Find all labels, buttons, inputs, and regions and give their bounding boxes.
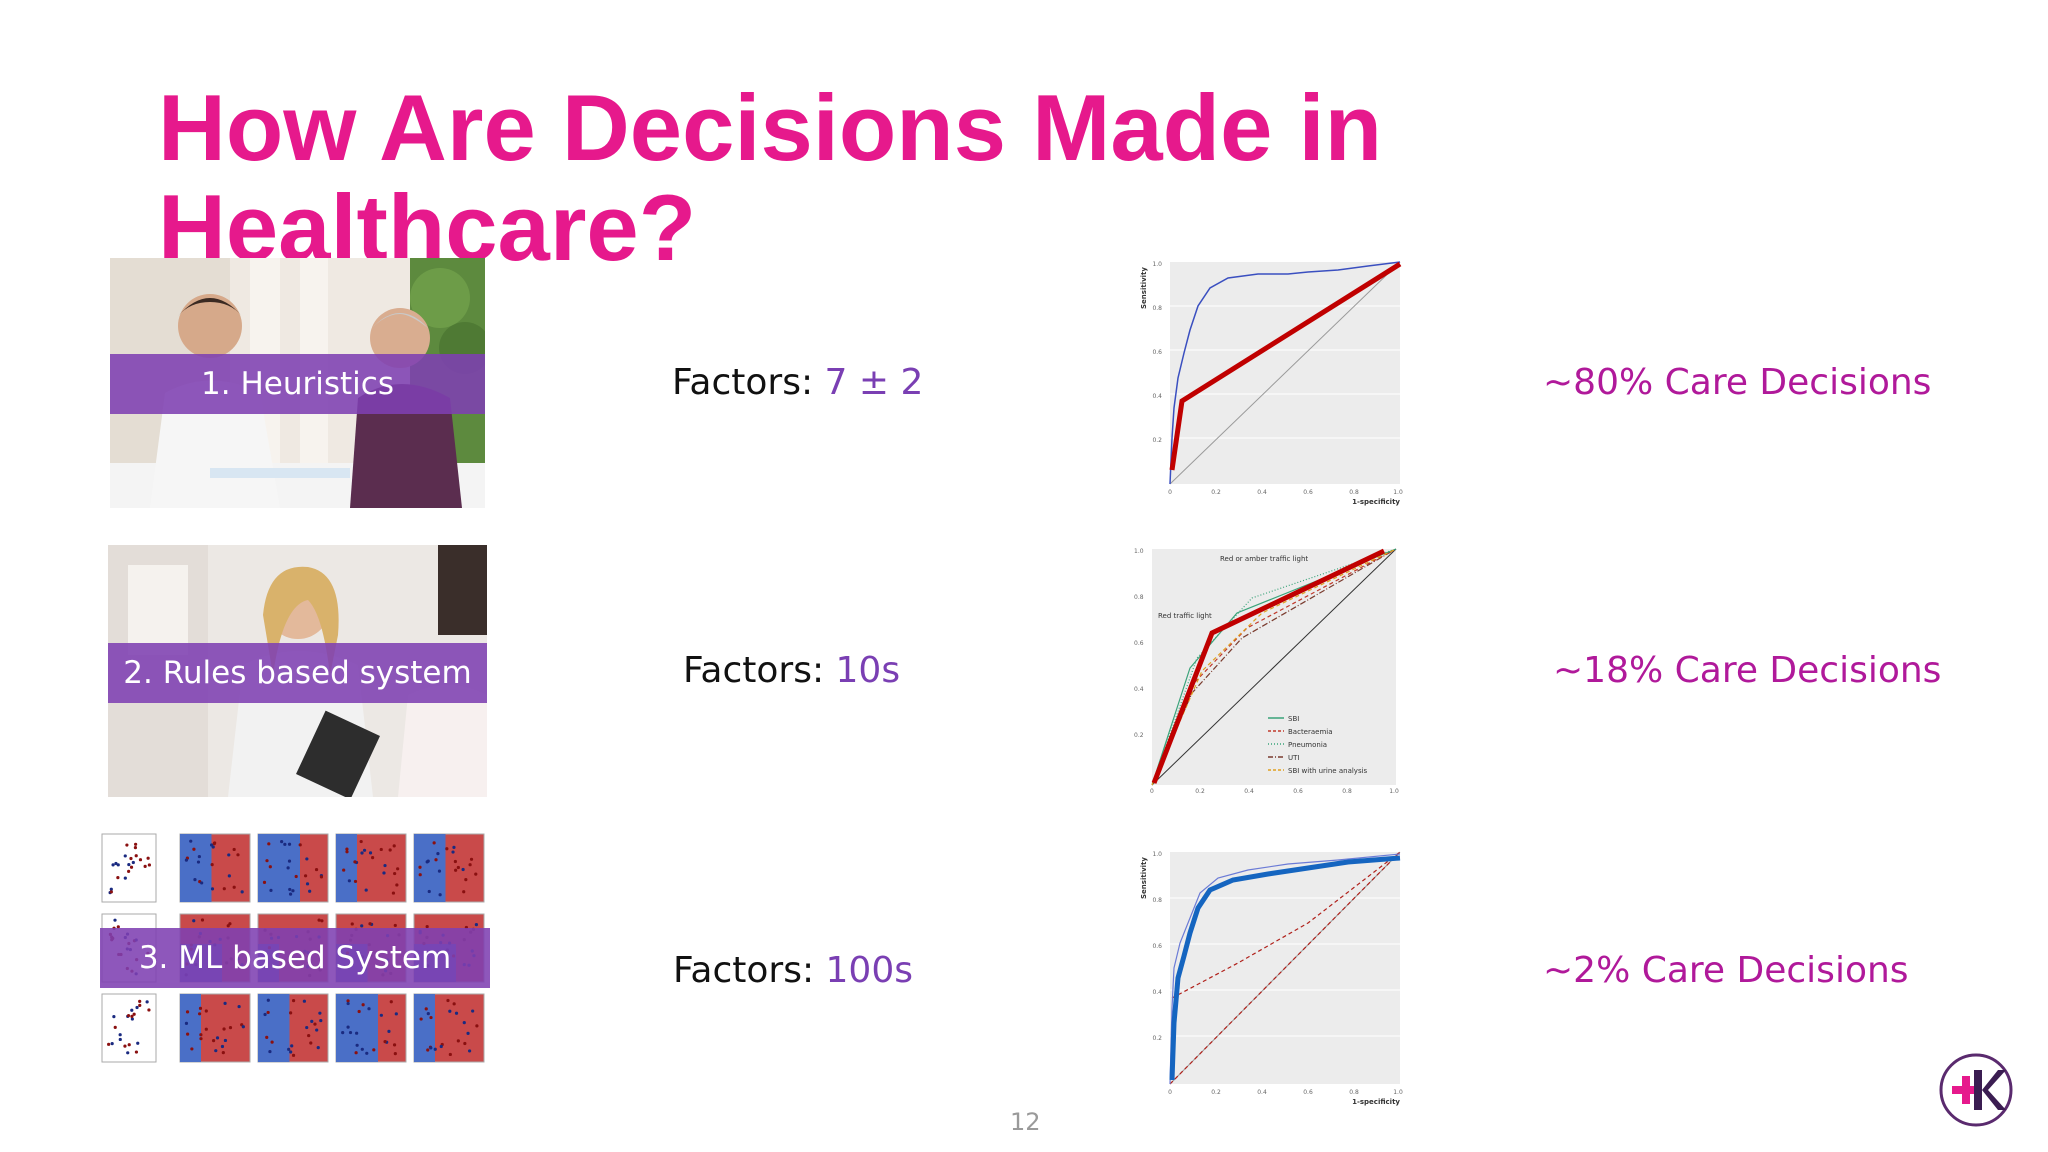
roc-xlabel: 1-specificity xyxy=(1352,498,1400,506)
roc-ytick: 0.8 xyxy=(1152,305,1162,312)
page-number: 12 xyxy=(1010,1108,1041,1136)
roc-chart-rules: Red or amber traffic light Red traffic l… xyxy=(1132,543,1406,799)
roc-xtick: 0.2 xyxy=(1211,1089,1221,1096)
roc-xtick: 0.2 xyxy=(1211,489,1221,496)
roc-xtick: 0.8 xyxy=(1342,788,1352,795)
roc-xtick: 0.4 xyxy=(1257,489,1267,496)
roc-xtick: 1.0 xyxy=(1393,1089,1403,1096)
row-2-label: 2. Rules based system xyxy=(108,643,487,703)
plus-k-logo-icon xyxy=(1939,1053,2013,1127)
roc-xtick: 0.6 xyxy=(1303,1089,1313,1096)
legend-item: Bacteraemia xyxy=(1288,728,1333,736)
row-3-factors: Factors: 100s xyxy=(673,950,913,991)
factors-prefix: Factors: xyxy=(683,650,836,691)
roc-xtick: 0.4 xyxy=(1257,1089,1267,1096)
roc-chart-ml: Sensitivity 1.0 0.8 0.6 0.4 0.2 0 0.2 0.… xyxy=(1138,848,1408,1110)
legend-item: UTI xyxy=(1288,754,1299,762)
roc-ytick: 1.0 xyxy=(1152,851,1162,858)
roc-ytick: 1.0 xyxy=(1152,261,1162,268)
roc-ytick: 0.2 xyxy=(1152,1035,1162,1042)
row-3-label: 3. ML based System xyxy=(100,928,490,988)
roc-ytick: 0.6 xyxy=(1152,349,1162,356)
roc-ytick: 0.6 xyxy=(1134,640,1144,647)
roc-ytick: 0.8 xyxy=(1134,594,1144,601)
roc-xtick: 0.8 xyxy=(1349,1089,1359,1096)
roc-xtick: 0.4 xyxy=(1244,788,1254,795)
roc-ylabel: Sensitivity xyxy=(1140,267,1148,309)
roc-ytick: 0.6 xyxy=(1152,943,1162,950)
roc-annotation-mid: Red traffic light xyxy=(1158,612,1212,620)
roc-highlight-line xyxy=(1169,261,1402,471)
roc-xtick: 0.6 xyxy=(1293,788,1303,795)
roc-xtick: 0 xyxy=(1168,489,1172,496)
row-2-care-decisions: ~18% Care Decisions xyxy=(1553,650,1942,691)
legend-item: Pneumonia xyxy=(1288,741,1327,749)
roc-curve xyxy=(1169,261,1401,485)
roc-annotation-top: Red or amber traffic light xyxy=(1220,555,1308,563)
legend-item: SBI xyxy=(1288,715,1299,723)
roc-xtick: 0.2 xyxy=(1195,788,1205,795)
factors-value: 7 ± 2 xyxy=(824,362,924,403)
roc-xtick: 0.6 xyxy=(1303,489,1313,496)
factors-prefix: Factors: xyxy=(672,362,825,403)
roc-xlabel: 1-specificity xyxy=(1352,1098,1400,1106)
roc-xtick: 0.8 xyxy=(1349,489,1359,496)
roc-ytick: 1.0 xyxy=(1134,548,1144,555)
roc-legend: SBI Bacteraemia Pneumonia UTI SBI with u… xyxy=(1268,715,1368,775)
roc-ytick: 0.4 xyxy=(1152,989,1162,996)
roc-ylabel: Sensitivity xyxy=(1140,857,1148,899)
roc-xtick: 0 xyxy=(1168,1089,1172,1096)
roc-chart-heuristics: Sensitivity 1.0 0.8 0.6 0.4 0.2 0 0.2 0.… xyxy=(1138,258,1408,510)
row-2-factors: Factors: 10s xyxy=(683,650,900,691)
roc-ytick: 0.8 xyxy=(1152,897,1162,904)
roc-ytick: 0.4 xyxy=(1152,393,1162,400)
roc-ytick: 0 xyxy=(1150,788,1154,795)
roc-ytick: 0.2 xyxy=(1134,732,1144,739)
row-1-factors: Factors: 7 ± 2 xyxy=(672,362,923,403)
roc-ytick: 0.2 xyxy=(1152,437,1162,444)
slide-title: How Are Decisions Made in Healthcare? xyxy=(158,75,1383,280)
factors-value: 100s xyxy=(825,950,913,991)
legend-item: SBI with urine analysis xyxy=(1288,767,1368,775)
roc-xtick: 1.0 xyxy=(1389,788,1399,795)
roc-highlight-line xyxy=(1169,855,1401,1081)
row-3-care-decisions: ~2% Care Decisions xyxy=(1543,950,1909,991)
roc-highlight-line xyxy=(1151,548,1386,784)
row-1-care-decisions: ~80% Care Decisions xyxy=(1543,362,1932,403)
roc-ytick: 0.4 xyxy=(1134,686,1144,693)
factors-value: 10s xyxy=(835,650,901,691)
row-1-label: 1. Heuristics xyxy=(110,354,485,414)
factors-prefix: Factors: xyxy=(673,950,826,991)
roc-xtick: 1.0 xyxy=(1393,489,1403,496)
